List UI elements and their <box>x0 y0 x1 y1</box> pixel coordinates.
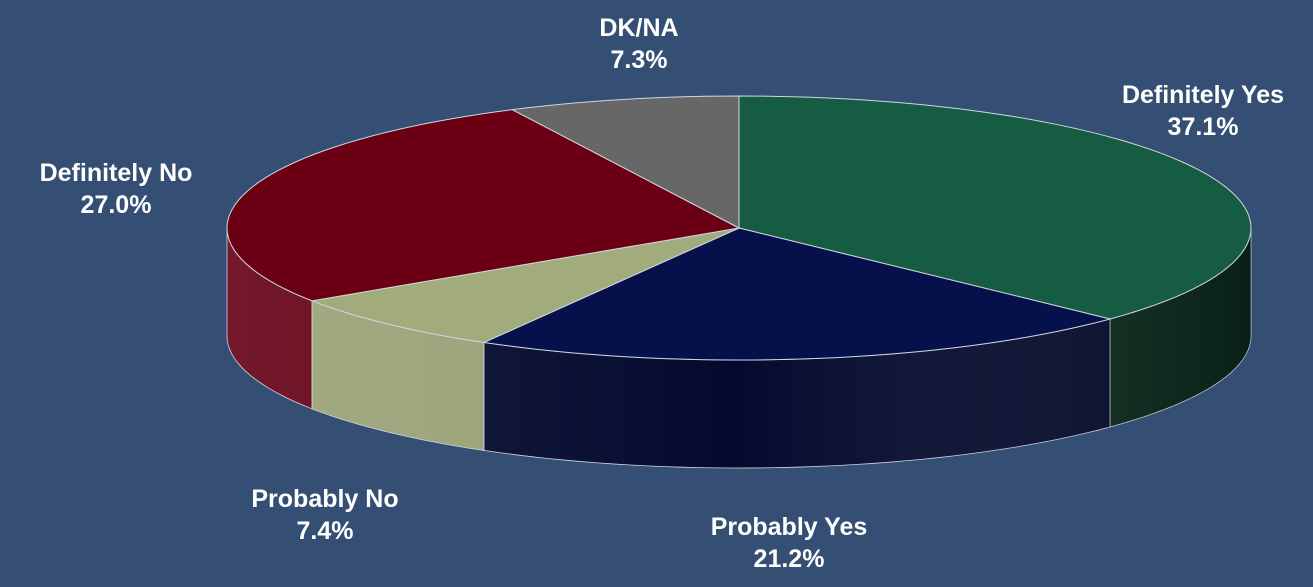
slice-label-probably-no: Probably No 7.4% <box>251 483 398 547</box>
slice-value: 21.2% <box>753 545 825 573</box>
pie-side-shading <box>227 228 1251 468</box>
slice-definitely-yes <box>738 95 1252 320</box>
slice-name: Probably No <box>251 485 399 513</box>
slice-name: Definitely No <box>39 159 193 187</box>
slice-name: Probably Yes <box>710 513 868 541</box>
slice-probably-yes <box>482 227 1111 361</box>
pie-tops <box>226 95 1252 361</box>
slice-definitely-no <box>226 109 741 302</box>
slice-value: 7.3% <box>610 46 668 74</box>
slice-label-dk-na: DK/NA 7.3% <box>599 12 678 76</box>
slice-value: 27.0% <box>80 191 152 219</box>
slice-probably-no <box>310 227 740 343</box>
slice-label-probably-yes: Probably Yes 21.2% <box>711 511 868 575</box>
slice-label-definitely-yes: Definitely Yes 37.1% <box>1122 79 1284 143</box>
slice-name: Definitely Yes <box>1121 81 1285 109</box>
slice-value: 7.4% <box>296 517 354 545</box>
slice-name: DK/NA <box>599 14 679 42</box>
slice-label-definitely-no: Definitely No 27.0% <box>40 157 193 221</box>
slice-dk-na <box>510 95 740 229</box>
slice-value: 37.1% <box>1167 113 1239 141</box>
